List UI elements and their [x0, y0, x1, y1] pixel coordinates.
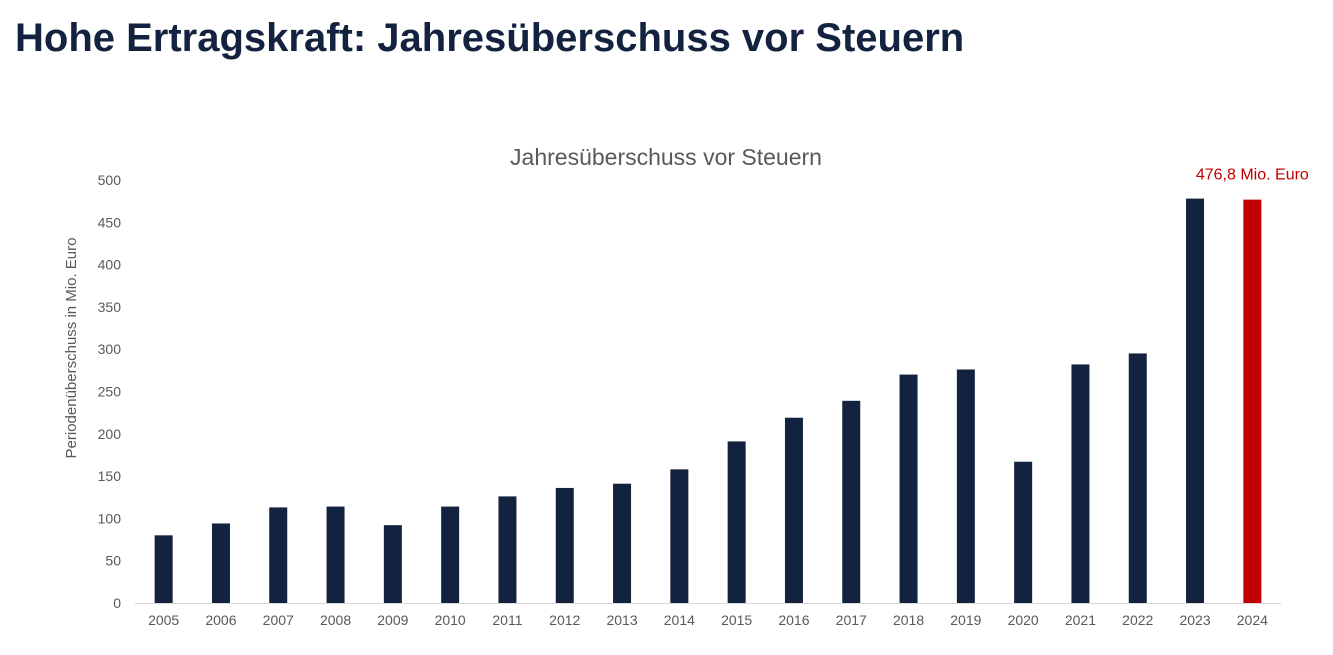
- x-tick-label: 2024: [1237, 612, 1268, 628]
- y-tick-label: 0: [113, 595, 121, 611]
- y-tick-label: 400: [98, 257, 122, 273]
- x-tick-label: 2013: [606, 612, 637, 628]
- bar-2012: [555, 487, 574, 603]
- bar-2017: [842, 400, 861, 603]
- bar-2006: [211, 523, 230, 603]
- x-tick-label: 2018: [893, 612, 924, 628]
- x-tick-label: 2023: [1179, 612, 1210, 628]
- x-tick-label: 2014: [664, 612, 695, 628]
- x-axis-ticks: 2005 2006 2007 2008 2009 2010 2011 2012 2013 2014…: [148, 612, 1268, 628]
- chart-title: Jahresüberschuss vor Steuern: [510, 144, 822, 170]
- bars: [154, 198, 1262, 603]
- x-tick-label: 2017: [836, 612, 867, 628]
- y-axis-ticks: 0 50 100 150 200 250 300 350 400 450 500: [98, 172, 122, 611]
- x-tick-label: 2016: [778, 612, 809, 628]
- bar-2011: [498, 496, 517, 603]
- x-tick-label: 2022: [1122, 612, 1153, 628]
- y-tick-label: 250: [98, 384, 122, 400]
- x-tick-label: 2006: [205, 612, 236, 628]
- bar-2022: [1128, 353, 1147, 603]
- x-tick-label: 2005: [148, 612, 179, 628]
- x-tick-label: 2008: [320, 612, 351, 628]
- y-tick-label: 150: [98, 468, 122, 484]
- x-tick-label: 2011: [492, 612, 522, 628]
- x-tick-label: 2019: [950, 612, 981, 628]
- x-tick-label: 2009: [377, 612, 408, 628]
- bar-2010: [441, 506, 460, 603]
- bar-2023: [1186, 198, 1205, 603]
- x-tick-label: 2021: [1065, 612, 1096, 628]
- bar-2016: [784, 417, 803, 603]
- bar-2007: [269, 507, 288, 603]
- bar-2014: [670, 469, 689, 603]
- y-tick-label: 200: [98, 426, 122, 442]
- x-tick-label: 2012: [549, 612, 580, 628]
- bar-2018: [899, 374, 918, 603]
- bar-2009: [383, 525, 402, 603]
- x-tick-label: 2007: [263, 612, 294, 628]
- annotations: 476,8 Mio. Euro: [1196, 167, 1309, 184]
- x-tick-label: 2015: [721, 612, 752, 628]
- y-tick-label: 100: [98, 510, 122, 526]
- bar-2021: [1071, 364, 1090, 603]
- y-tick-label: 350: [98, 299, 122, 315]
- bar-2008: [326, 506, 345, 603]
- page-title: Hohe Ertragskraft: Jahresüberschuss vor …: [15, 16, 965, 60]
- bar-2020: [1014, 461, 1033, 603]
- y-tick-label: 50: [105, 553, 121, 569]
- y-tick-label: 450: [98, 214, 122, 230]
- y-tick-label: 500: [98, 172, 122, 188]
- bar-2024: [1243, 199, 1262, 603]
- x-tick-label: 2010: [435, 612, 466, 628]
- x-tick-label: 2020: [1008, 612, 1039, 628]
- bar-2015: [727, 441, 746, 603]
- y-axis-label: Periodenüberschuss in Mio. Euro: [63, 238, 80, 459]
- bar-2013: [613, 483, 632, 603]
- data-label-2024: 476,8 Mio. Euro: [1196, 167, 1309, 184]
- bar-2005: [154, 535, 173, 603]
- y-tick-label: 300: [98, 341, 122, 357]
- bar-2019: [956, 369, 975, 603]
